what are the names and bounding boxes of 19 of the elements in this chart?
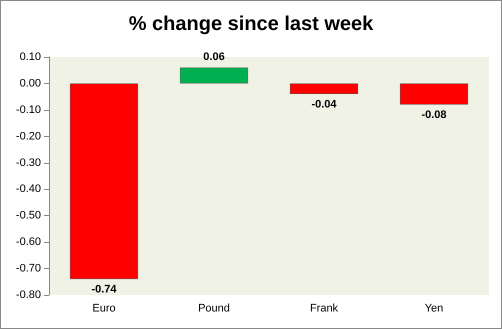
y-tick-label: -0.40 xyxy=(16,183,41,196)
y-tick-label: 0.10 xyxy=(20,51,41,63)
x-tick-label: Yen xyxy=(424,302,444,314)
y-tick-label: -0.10 xyxy=(16,104,41,116)
y-tick-label: -0.60 xyxy=(16,236,41,248)
y-tick-label: -0.30 xyxy=(16,156,41,169)
data-label: -0.04 xyxy=(311,98,338,111)
chart-title: % change since last week xyxy=(128,13,374,35)
y-tick-label: -0.20 xyxy=(16,130,41,142)
y-tick-label: -0.80 xyxy=(16,289,41,301)
x-tick-label: Pound xyxy=(198,302,230,314)
x-tick-label: Frank xyxy=(310,302,339,314)
y-tick-label: 0.00 xyxy=(20,77,41,90)
data-label: -0.08 xyxy=(421,109,447,122)
x-tick-label: Euro xyxy=(92,302,116,314)
data-label: 0.06 xyxy=(203,51,225,64)
y-tick-label: -0.70 xyxy=(16,262,41,275)
data-label: -0.74 xyxy=(91,284,118,296)
y-tick-label: -0.50 xyxy=(16,210,41,222)
